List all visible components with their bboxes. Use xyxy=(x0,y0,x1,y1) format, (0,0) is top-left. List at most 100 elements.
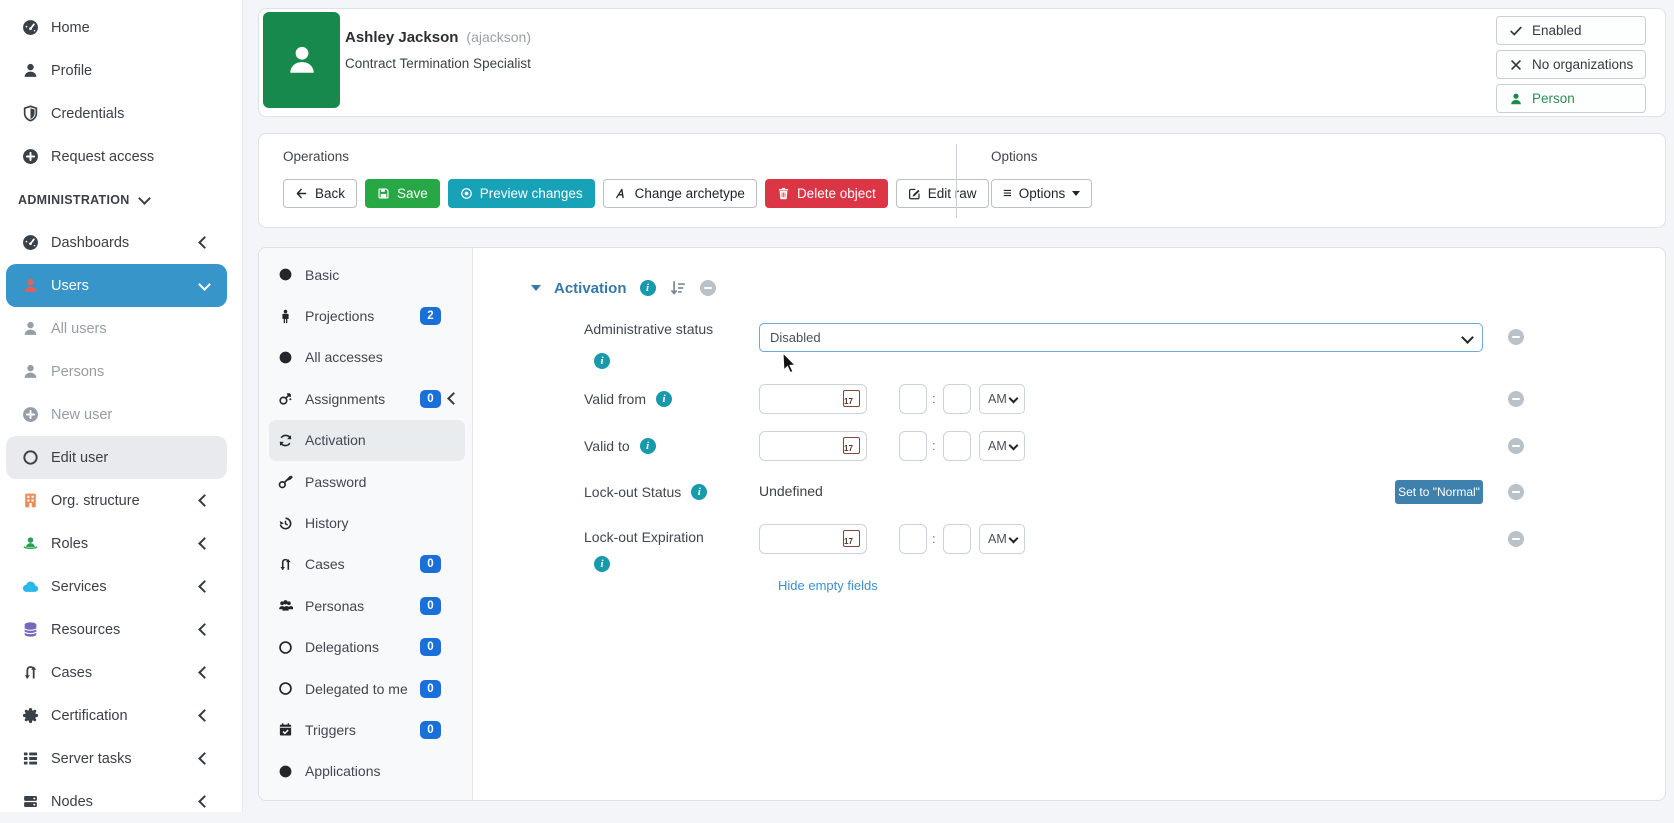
plus-circle-icon xyxy=(22,148,39,165)
details-nav-history[interactable]: History xyxy=(269,502,465,543)
info-icon[interactable]: i xyxy=(691,484,708,500)
sidebar-item-roles[interactable]: Roles xyxy=(6,522,227,565)
sidebar-item-dashboards[interactable]: Dashboards xyxy=(6,221,227,264)
nav-item-label: Activation xyxy=(305,432,366,449)
remove-value-button[interactable] xyxy=(1508,438,1524,454)
sidebar-item-profile[interactable]: Profile xyxy=(6,49,227,92)
collapse-caret-icon[interactable] xyxy=(531,285,541,291)
time-colon: : xyxy=(932,531,936,546)
chevron-down-icon xyxy=(1008,393,1019,404)
nav-item-label: History xyxy=(305,515,349,532)
user-display-name: Ashley Jackson (ajackson) xyxy=(345,29,531,46)
calendar-picker-icon[interactable]: 17 xyxy=(843,530,860,547)
sidebar-item-label: Roles xyxy=(51,535,89,552)
details-nav-personas[interactable]: Personas 0 xyxy=(269,585,465,626)
remove-value-button[interactable] xyxy=(1508,531,1524,547)
details-nav-projections[interactable]: Projections 2 xyxy=(269,295,465,336)
sidebar-item-users[interactable]: Users xyxy=(6,264,227,307)
count-badge: 0 xyxy=(420,679,441,698)
sidebar-item-credentials[interactable]: Credentials xyxy=(6,92,227,135)
details-nav-applications[interactable]: Applications xyxy=(269,751,465,792)
chevron-left-icon xyxy=(198,537,211,550)
sidebar-item-persons[interactable]: Persons xyxy=(6,350,227,393)
chevron-down-icon xyxy=(1008,440,1019,451)
remove-section-icon[interactable] xyxy=(699,280,716,296)
sidebar-item-label: Credentials xyxy=(51,105,125,122)
time-colon: : xyxy=(932,438,936,453)
button-label: Delete object xyxy=(796,186,876,201)
sidebar-item-home[interactable]: Home xyxy=(6,6,227,49)
meridiem-select[interactable]: AM xyxy=(979,431,1025,461)
details-nav-all-accesses[interactable]: All accesses xyxy=(269,337,465,378)
set-to-normal-button[interactable]: Set to "Normal" xyxy=(1395,480,1483,504)
circle-o-icon xyxy=(278,681,293,696)
info-icon[interactable]: i xyxy=(639,280,656,296)
meridiem-select[interactable]: AM xyxy=(979,384,1025,414)
button-label: Back xyxy=(315,186,346,201)
remove-value-button[interactable] xyxy=(1508,329,1524,345)
info-icon[interactable]: i xyxy=(639,438,656,454)
sidebar-item-certification[interactable]: Certification xyxy=(6,694,227,737)
details-nav-basic[interactable]: Basic xyxy=(269,254,465,295)
toolbar-divider xyxy=(956,144,957,218)
shield-icon xyxy=(22,105,39,122)
recycle-icon xyxy=(278,433,293,448)
meridiem-select[interactable]: AM xyxy=(979,524,1025,554)
user-icon xyxy=(1509,92,1523,106)
nav-item-label: Basic xyxy=(305,266,340,283)
sidebar-item-new-user[interactable]: New user xyxy=(6,393,227,436)
sidebar-item-services[interactable]: Services xyxy=(6,565,227,608)
details-nav-triggers[interactable]: Triggers 0 xyxy=(269,709,465,750)
details-nav-delegated-to-me[interactable]: Delegated to me 0 xyxy=(269,668,465,709)
calendar-picker-icon[interactable]: 17 xyxy=(843,390,860,407)
sidebar-item-request-access[interactable]: Request access xyxy=(6,135,227,178)
info-icon[interactable]: i xyxy=(594,353,610,369)
sidebar-item-server-tasks[interactable]: Server tasks xyxy=(6,737,227,780)
sidebar-item-edit-user[interactable]: Edit user xyxy=(6,436,227,479)
count-badge: 0 xyxy=(420,389,441,408)
calendar-picker-icon[interactable]: 17 xyxy=(843,437,860,454)
details-nav-assignments[interactable]: Assignments 0 xyxy=(269,378,465,419)
back-button[interactable]: Back xyxy=(283,179,358,208)
details-nav-activation[interactable]: Activation xyxy=(269,419,465,461)
hours-input[interactable] xyxy=(899,384,927,414)
sidebar-item-org-structure[interactable]: Org. structure xyxy=(6,479,227,522)
server-icon xyxy=(22,793,39,810)
sort-icon[interactable] xyxy=(669,279,687,297)
preview-icon xyxy=(460,187,473,200)
info-icon[interactable]: i xyxy=(655,391,672,407)
plus-circle-icon xyxy=(22,406,39,423)
assignment-icon xyxy=(278,391,293,406)
administrative-status-select[interactable]: Disabled xyxy=(759,323,1483,352)
sidebar-item-cases[interactable]: Cases xyxy=(6,651,227,694)
details-nav-cases[interactable]: Cases 0 xyxy=(269,544,465,585)
sidebar-item-label: Services xyxy=(51,578,107,595)
options-button[interactable]: ≡ Options xyxy=(991,179,1093,208)
users-icon xyxy=(278,598,293,613)
sidebar-item-nodes[interactable]: Nodes xyxy=(6,780,227,823)
sidebar-item-all-users[interactable]: All users xyxy=(6,307,227,350)
delete-object-button[interactable]: Delete object xyxy=(764,179,888,208)
remove-value-button[interactable] xyxy=(1508,484,1524,500)
lockout-status-label: Lock-out Status i xyxy=(584,484,708,500)
details-nav-password[interactable]: Password xyxy=(269,461,465,502)
details-nav-delegations[interactable]: Delegations 0 xyxy=(269,627,465,668)
case-icon xyxy=(22,664,39,681)
chevron-left-icon xyxy=(198,666,211,679)
hours-input[interactable] xyxy=(899,524,927,554)
edit-raw-button[interactable]: Edit raw xyxy=(895,179,989,208)
sidebar-section-administration[interactable]: ADMINISTRATION xyxy=(0,178,242,221)
floppy-icon xyxy=(377,187,390,200)
info-icon[interactable]: i xyxy=(594,556,610,572)
sidebar-item-resources[interactable]: Resources xyxy=(6,608,227,651)
minutes-input[interactable] xyxy=(943,524,971,554)
preview-changes-button[interactable]: Preview changes xyxy=(447,179,595,208)
hours-input[interactable] xyxy=(899,431,927,461)
sidebar-item-label: Request access xyxy=(51,148,155,165)
minutes-input[interactable] xyxy=(943,384,971,414)
change-archetype-button[interactable]: Change archetype xyxy=(602,179,757,208)
minutes-input[interactable] xyxy=(943,431,971,461)
hide-empty-fields-link[interactable]: Hide empty fields xyxy=(778,578,878,593)
save-button[interactable]: Save xyxy=(365,179,440,208)
remove-value-button[interactable] xyxy=(1508,391,1524,407)
